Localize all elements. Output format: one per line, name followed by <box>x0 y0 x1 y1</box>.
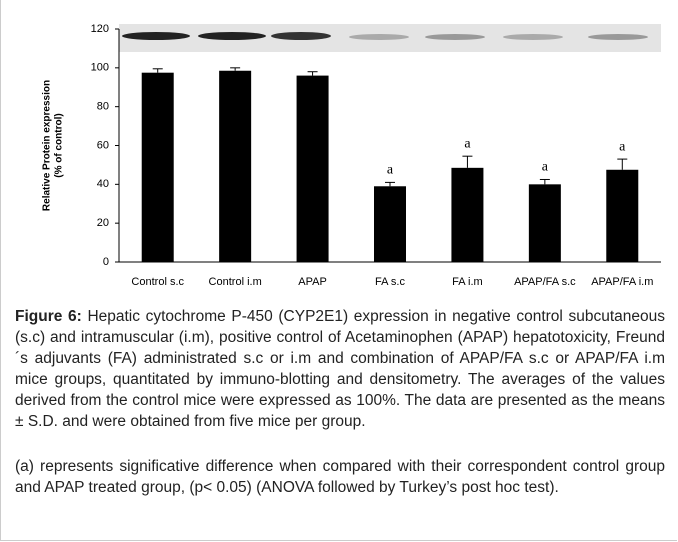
bar <box>451 168 483 262</box>
y-tick-label: 20 <box>97 217 109 229</box>
significance-label: a <box>387 163 394 178</box>
caption-note: (a) represents significative difference … <box>15 456 665 498</box>
western-blot <box>119 24 661 52</box>
x-tick-label: Control i.m <box>209 276 262 288</box>
caption-text: Hepatic cytochrome P-450 (CYP2E1) expres… <box>15 308 665 430</box>
y-tick-label: 120 <box>91 23 109 35</box>
error-bar <box>385 182 395 186</box>
significance-label: a <box>619 139 626 154</box>
chart: 0 20 40 60 80 100 120 Relative Protein expressi… <box>1 0 677 300</box>
x-tick-label: APAP <box>298 276 327 288</box>
error-bar <box>308 72 318 76</box>
significance-label: a <box>542 160 549 175</box>
x-tick-label: FA s.c <box>375 276 405 288</box>
error-bar <box>540 179 550 184</box>
x-tick-label: APAP/FA i.m <box>591 276 653 288</box>
bar <box>529 184 561 262</box>
error-bar <box>617 159 627 170</box>
y-axis-label: (% of control) <box>54 113 65 177</box>
y-tick-label: 0 <box>103 256 109 268</box>
caption-label: Figure 6: <box>15 308 82 325</box>
bar <box>297 76 329 262</box>
error-bar <box>230 68 240 71</box>
y-tick-label: 40 <box>97 178 109 190</box>
y-tick-label: 100 <box>91 62 109 74</box>
error-bar <box>462 156 472 168</box>
bar <box>142 73 174 262</box>
bar <box>219 71 251 262</box>
x-tick-label: FA i.m <box>452 276 483 288</box>
bar <box>374 186 406 262</box>
figure: 0 20 40 60 80 100 120 Relative Protein expressi… <box>0 0 677 541</box>
x-tick-label: APAP/FA s.c <box>514 276 576 288</box>
bar <box>606 170 638 262</box>
error-bar <box>153 69 163 73</box>
y-tick-label: 60 <box>97 139 109 151</box>
y-tick-label: 80 <box>97 101 109 113</box>
caption: Figure 6: Hepatic cytochrome P-450 (CYP2… <box>15 306 665 432</box>
y-axis-label: Relative Protein expression <box>42 80 53 211</box>
x-tick-label: Control s.c <box>131 276 184 288</box>
significance-label: a <box>464 136 471 151</box>
